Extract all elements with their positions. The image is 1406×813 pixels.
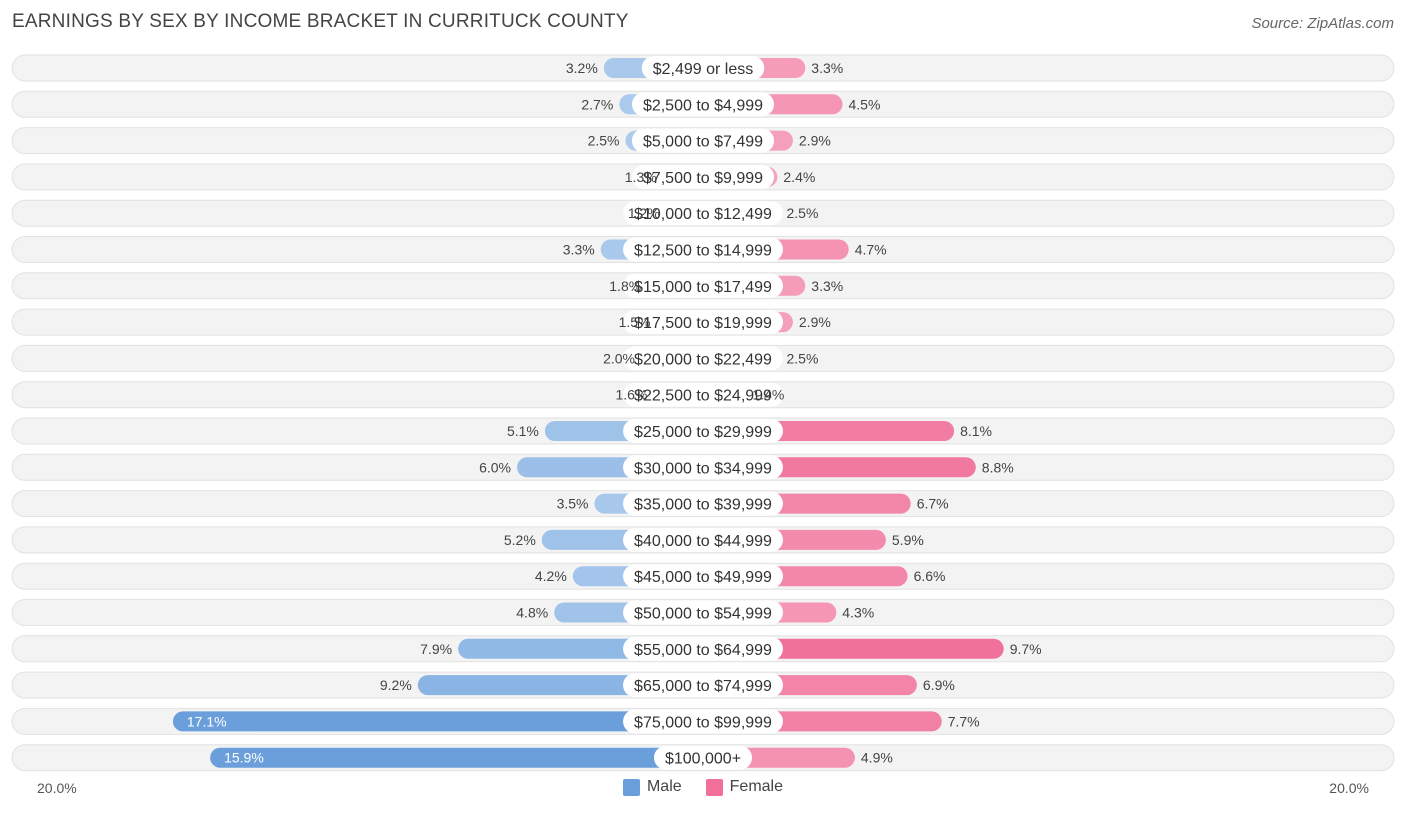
male-value-label: 7.9% [420,641,452,657]
axis-label-right: 20.0% [1329,780,1369,796]
category-label: $17,500 to $19,999 [634,315,772,332]
category-pill [623,600,783,625]
chart-title: EARNINGS BY SEX BY INCOME BRACKET IN CUR… [12,11,629,32]
category-pill [623,491,783,516]
male-value-label: 2.7% [581,96,613,112]
category-pill [623,419,783,443]
category-pill [653,745,753,770]
category-pill [623,382,783,407]
category-label: $100,000+ [665,751,741,768]
category-pill [623,310,783,335]
female-swatch [705,778,723,796]
male-value-label: 17.1% [187,713,227,729]
category-pill [623,673,783,698]
category-label: $35,000 to $39,999 [634,497,772,514]
category-pill [623,709,783,734]
category-label: $2,499 or less [653,61,754,78]
male-value-label: 5.2% [504,532,536,548]
female-value-label: 1.4% [752,387,784,403]
category-label: $45,000 to $49,999 [634,569,772,586]
category-pill [623,636,783,661]
category-label: $40,000 to $44,999 [634,533,772,550]
category-label: $75,000 to $99,999 [634,714,772,731]
male-value-label: 15.9% [224,750,264,766]
female-value-label: 8.1% [960,423,992,439]
category-label: $5,000 to $7,499 [643,134,763,151]
female-value-label: 4.5% [849,96,881,112]
female-value-label: 8.8% [982,459,1014,475]
male-value-label: 2.5% [588,133,620,149]
category-label: $12,500 to $14,999 [634,243,772,260]
category-pill [641,56,765,80]
category-pill [623,346,783,371]
category-label: $10,000 to $12,499 [634,206,772,223]
female-value-label: 2.5% [787,350,819,366]
female-value-label: 2.5% [787,205,819,221]
male-bar [210,747,713,768]
category-pill [631,92,775,117]
category-pill [623,201,783,226]
male-value-label: 4.2% [535,568,567,584]
category-label: $50,000 to $54,999 [634,606,772,623]
female-value-label: 7.7% [948,713,980,729]
category-label: $7,500 to $9,999 [643,170,763,187]
male-value-label: 1.2% [628,205,660,221]
male-value-label: 3.3% [563,242,595,258]
female-value-label: 6.9% [923,677,955,693]
category-pill [631,128,775,153]
male-bar [172,711,713,732]
axis-label-left: 20.0% [37,780,77,796]
category-pill [631,164,775,189]
category-label: $2,500 to $4,999 [643,97,763,114]
male-value-label: 4.8% [516,605,548,621]
category-label: $55,000 to $64,999 [634,642,772,659]
category-label: $20,000 to $22,499 [634,351,772,368]
male-swatch [622,778,640,796]
female-value-label: 2.4% [783,169,815,185]
female-value-label: 9.7% [1010,641,1042,657]
category-label: $22,500 to $24,999 [634,388,772,405]
category-label: $25,000 to $29,999 [634,424,772,441]
bar-chart: $2,499 or less 3.2% 3.3% $2,500 to $4,999 2.… [11,54,1395,772]
female-value-label: 6.6% [914,568,946,584]
category-pill [623,273,783,298]
male-value-label: 9.2% [380,677,412,693]
category-pill [623,237,783,262]
male-value-label: 1.6% [615,387,647,403]
category-pill [623,527,783,552]
legend-label-male: Male [646,778,682,795]
male-value-label: 1.5% [619,314,651,330]
female-value-label: 4.3% [842,605,874,621]
female-value-label: 6.7% [917,496,949,512]
female-value-label: 5.9% [892,532,924,548]
legend-label-female: Female [729,778,784,795]
category-pill [623,564,783,589]
legend: Male Female [0,778,1406,796]
category-label: $65,000 to $74,999 [634,678,772,695]
category-pill [623,455,783,480]
male-value-label: 3.2% [566,60,598,76]
male-value-label: 6.0% [479,459,511,475]
male-value-label: 1.3% [625,169,657,185]
male-value-label: 5.1% [507,423,539,439]
female-value-label: 2.9% [799,133,831,149]
male-value-label: 1.8% [609,278,641,294]
category-label: $15,000 to $17,499 [634,279,772,296]
source-label: Source: ZipAtlas.com [1251,15,1394,32]
female-value-label: 2.9% [799,314,831,330]
category-label: $30,000 to $34,999 [634,460,772,477]
legend-item-male[interactable]: Male [622,778,682,796]
male-value-label: 3.5% [557,496,589,512]
female-value-label: 4.9% [861,750,893,766]
female-value-label: 3.3% [811,60,843,76]
male-value-label: 2.0% [603,350,635,366]
female-value-label: 4.7% [855,242,887,258]
female-value-label: 3.3% [811,278,843,294]
legend-item-female[interactable]: Female [705,778,784,796]
